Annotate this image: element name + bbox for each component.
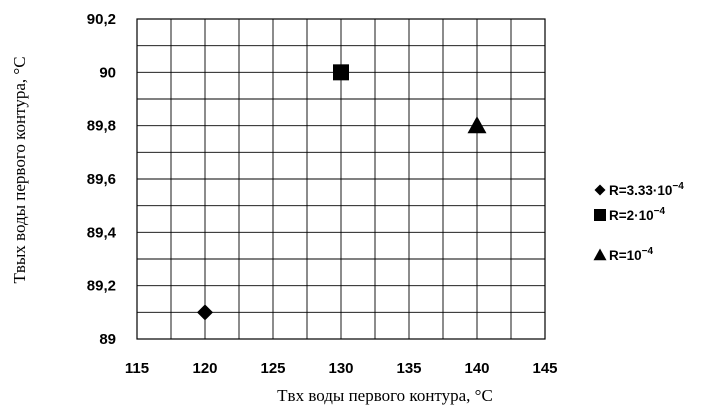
y-axis-label: Tвых воды первого контура, °C	[10, 56, 29, 283]
legend-exponent: −4	[672, 181, 684, 192]
legend-exponent: −4	[642, 246, 654, 257]
x-tick-label: 120	[192, 360, 217, 377]
legend-entry-label: R=3.33·10−4	[609, 181, 684, 198]
x-tick-label: 140	[464, 360, 489, 377]
x-axis-ticks: 115 120 125 130 135 140 145	[125, 360, 558, 377]
y-tick-label: 90,2	[87, 11, 116, 28]
legend-entry-label: R=2·10−4	[609, 206, 665, 223]
triangle-data-point	[467, 116, 487, 134]
y-tick-label: 89,4	[87, 224, 117, 241]
legend-diamond-marker	[594, 184, 606, 196]
legend-exponent: −4	[654, 206, 666, 217]
x-tick-label: 115	[125, 360, 149, 377]
x-tick-label: 125	[260, 360, 285, 377]
x-tick-label: 145	[532, 360, 557, 377]
square-data-point	[333, 64, 349, 81]
y-tick-label: 89,6	[87, 171, 116, 188]
y-axis-ticks: 89 89,2 89,4 89,6 89,8 90 90,2	[87, 11, 117, 348]
data-points	[197, 64, 487, 321]
x-tick-label: 135	[396, 360, 421, 377]
y-tick-label: 89	[99, 331, 116, 348]
diamond-data-point	[197, 304, 213, 321]
y-tick-label: 89,2	[87, 278, 116, 295]
y-tick-label: 89,8	[87, 118, 116, 135]
y-tick-label: 90	[99, 64, 116, 81]
x-tick-label: 130	[328, 360, 353, 377]
legend-triangle-marker	[593, 248, 607, 261]
legend: R=3.33·10−4 R=2·10−4 R=10−4	[593, 181, 684, 263]
x-axis-label: Tвх воды первого контура, °C	[277, 386, 493, 405]
legend-square-marker	[594, 209, 606, 221]
plot-area-frame	[136, 18, 546, 340]
legend-entry-label: R=10−4	[609, 246, 653, 263]
